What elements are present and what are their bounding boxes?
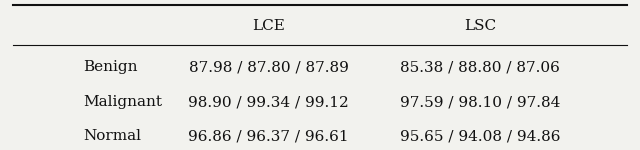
Text: 98.90 / 99.34 / 99.12: 98.90 / 99.34 / 99.12 (188, 95, 349, 109)
Text: LCE: LCE (252, 18, 285, 33)
Text: 97.59 / 98.10 / 97.84: 97.59 / 98.10 / 97.84 (400, 95, 560, 109)
Text: 95.65 / 94.08 / 94.86: 95.65 / 94.08 / 94.86 (400, 129, 560, 144)
Text: 87.98 / 87.80 / 87.89: 87.98 / 87.80 / 87.89 (189, 60, 349, 75)
Text: Benign: Benign (83, 60, 138, 75)
Text: 96.86 / 96.37 / 96.61: 96.86 / 96.37 / 96.61 (189, 129, 349, 144)
Text: LSC: LSC (464, 18, 496, 33)
Text: Normal: Normal (83, 129, 141, 144)
Text: 85.38 / 88.80 / 87.06: 85.38 / 88.80 / 87.06 (400, 60, 560, 75)
Text: Malignant: Malignant (83, 95, 162, 109)
